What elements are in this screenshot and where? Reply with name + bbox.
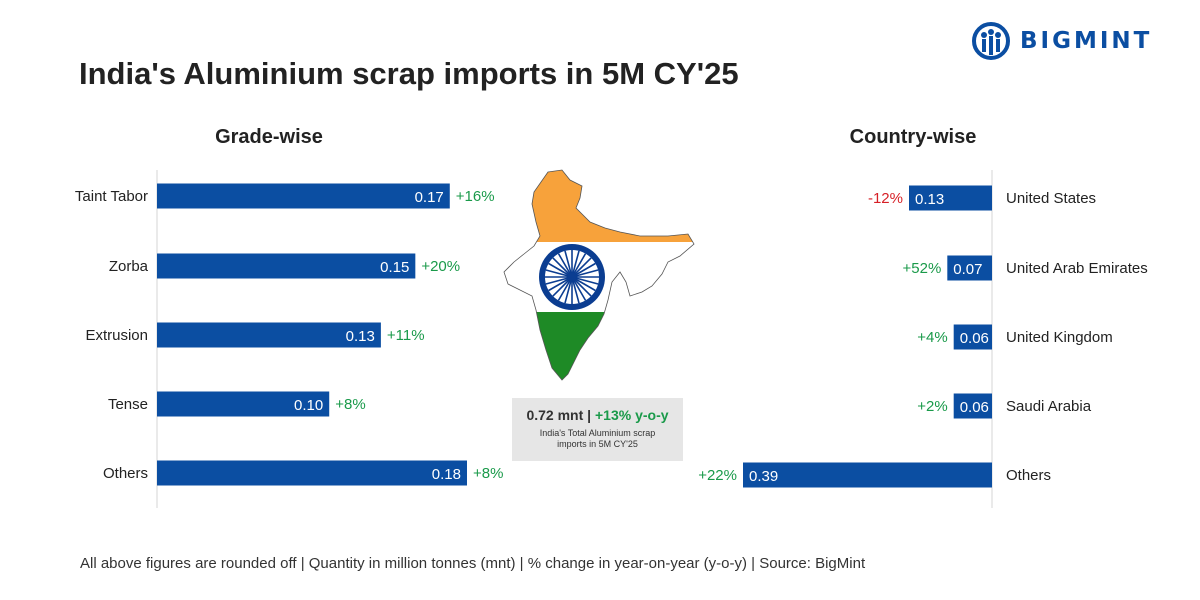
country-category-label: Saudi Arabia: [1006, 398, 1092, 415]
country-value-label: 0.39: [749, 468, 778, 485]
country-category-label: United Kingdom: [1006, 329, 1113, 346]
total-summary-box: 0.72 mnt | +13% y-o-y India's Total Alum…: [512, 398, 683, 461]
country-change-label: -12%: [868, 190, 903, 207]
grade-change-label: +11%: [387, 327, 425, 344]
grade-category-label: Others: [103, 465, 148, 482]
footnote: All above figures are rounded off | Quan…: [80, 555, 866, 572]
total-separator: |: [587, 407, 592, 423]
country-bar: [953, 393, 992, 419]
country-change-label: +2%: [917, 398, 947, 415]
grade-wise-chart: Taint Tabor 0.17 +16% Zorba 0.15 +20% Extrusio…: [75, 170, 503, 508]
grade-value-label: 0.17: [415, 189, 444, 206]
brand-name: BIGMINT: [1020, 28, 1153, 54]
country-bar: [743, 462, 992, 488]
grade-change-label: +20%: [421, 258, 460, 275]
country-wise-chart: United States 0.13 -12% United Arab Emirate…: [698, 170, 1148, 508]
people-circle-icon: [972, 22, 1010, 60]
country-category-label: Others: [1006, 467, 1051, 484]
grade-bar: [157, 391, 330, 417]
country-bar: [947, 255, 992, 281]
country-value-label: 0.13: [915, 191, 944, 208]
grade-category-label: Taint Tabor: [75, 188, 148, 205]
total-change: +13% y-o-y: [594, 407, 669, 423]
grade-value-label: 0.18: [432, 466, 461, 483]
grade-value-label: 0.10: [294, 397, 323, 414]
total-value: 0.72 mnt: [526, 407, 584, 423]
grade-change-label: +8%: [473, 465, 503, 482]
total-caption: India's Total Aluminium scrap imports in…: [539, 428, 656, 449]
grade-category-label: Extrusion: [85, 327, 148, 344]
brand-logo: BIGMINT: [972, 22, 1152, 60]
grade-change-label: +16%: [456, 188, 495, 205]
grade-bar: [157, 322, 381, 348]
grade-change-label: +8%: [335, 396, 365, 413]
page-title: India's Aluminium scrap imports in 5M CY…: [79, 56, 739, 91]
country-change-label: +22%: [698, 467, 737, 484]
country-value-label: 0.07: [953, 261, 982, 278]
grade-bar: [157, 253, 416, 279]
grade-value-label: 0.13: [346, 328, 375, 345]
grade-bar: [157, 183, 450, 209]
grade-bar: [157, 460, 467, 486]
country-bar: [953, 324, 992, 350]
grade-value-label: 0.15: [380, 259, 409, 276]
country-value-label: 0.06: [960, 399, 989, 416]
grade-category-label: Tense: [108, 396, 148, 413]
grade-wise-title: Grade-wise: [215, 126, 323, 148]
country-wise-title: Country-wise: [849, 126, 977, 148]
india-flag-map-icon: [503, 169, 695, 381]
country-category-label: United States: [1006, 190, 1096, 207]
country-category-label: United Arab Emirates: [1006, 260, 1148, 277]
country-bar: [909, 185, 992, 211]
country-change-label: +4%: [917, 329, 947, 346]
country-change-label: +52%: [903, 260, 942, 277]
country-value-label: 0.06: [960, 330, 989, 347]
grade-category-label: Zorba: [109, 258, 149, 275]
